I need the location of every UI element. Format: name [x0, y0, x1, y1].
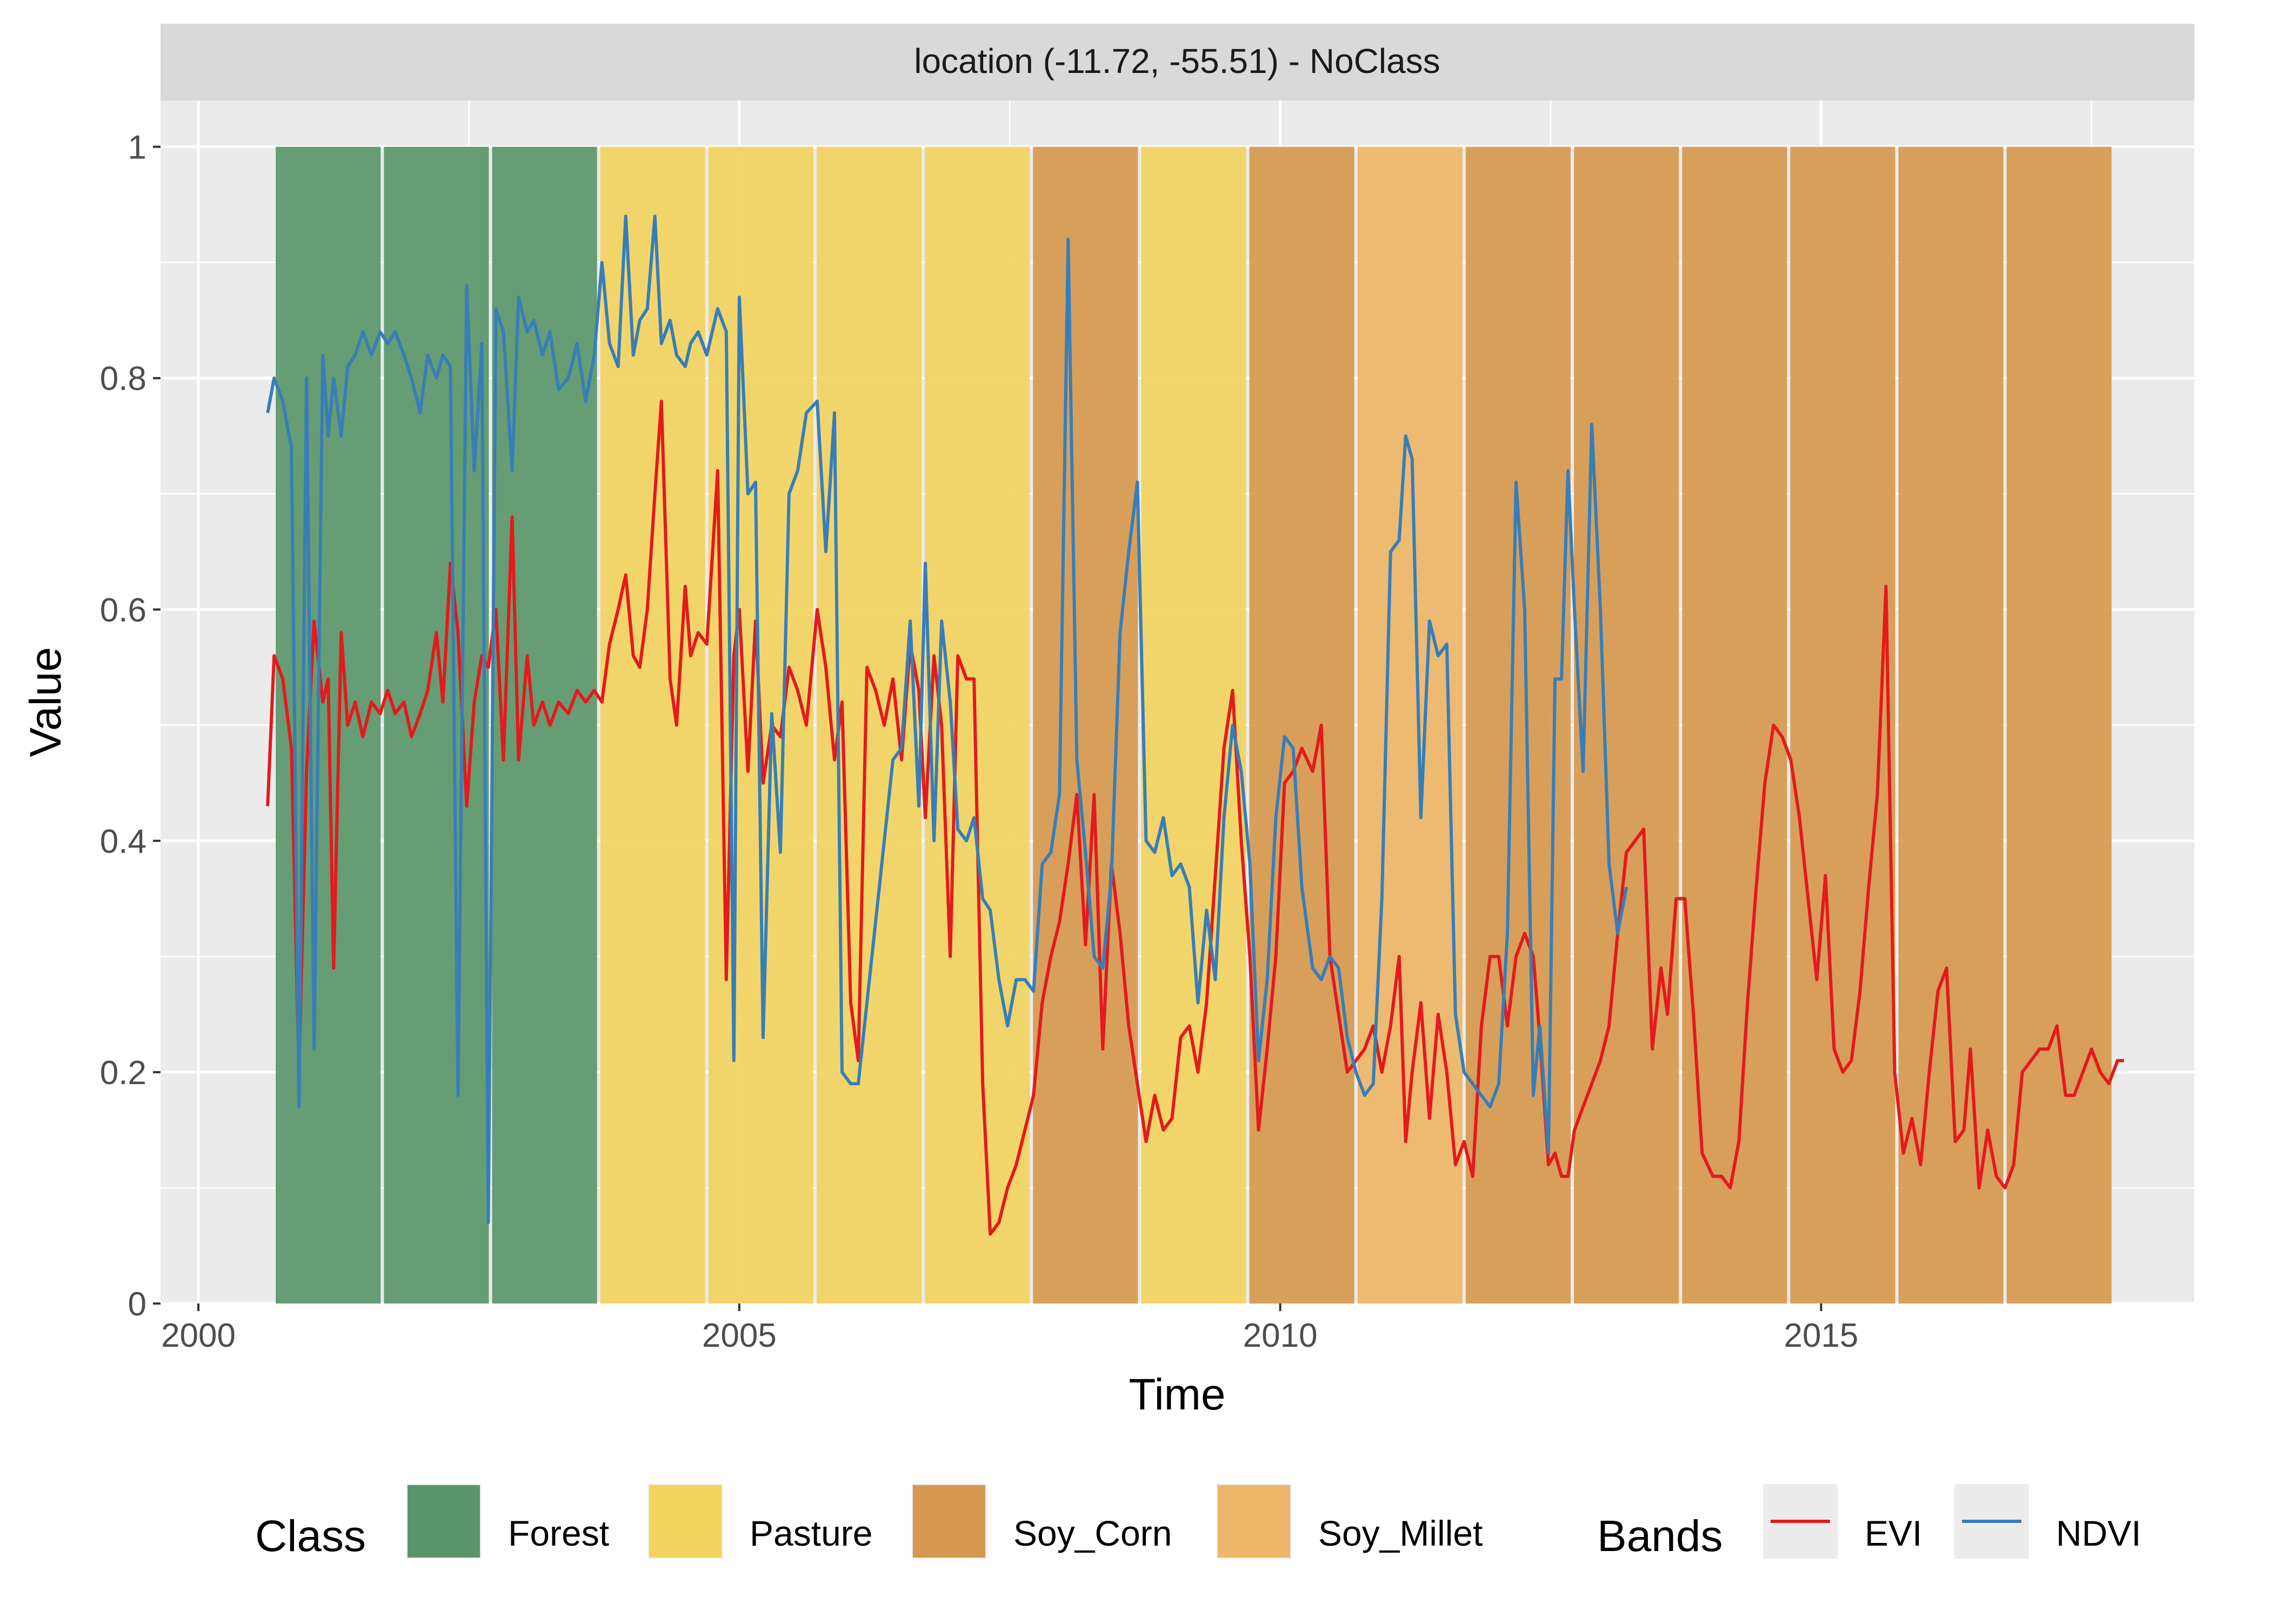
- class-band-pasture: [1141, 146, 1246, 1304]
- legend: Class Bands Forest Pasture Soy_Corn Soy_Mil…: [255, 1484, 2141, 1561]
- class-band-soy-corn: [1682, 146, 1787, 1304]
- band-legend-items: EVI NDVI: [1763, 1484, 2141, 1559]
- class-band-soy-corn: [1898, 146, 2004, 1304]
- legend-swatch-soy-corn: [913, 1485, 985, 1558]
- class-band-soy-corn: [2006, 146, 2112, 1304]
- class-legend-title: Class: [255, 1512, 366, 1561]
- y-tick-label: 0.2: [100, 1054, 146, 1092]
- facet-strip-background: [161, 24, 2194, 101]
- facet-strip-label: location (-11.72, -55.51) - NoClass: [914, 42, 1440, 81]
- class-band-soy-corn: [1790, 146, 1895, 1304]
- class-band-pasture: [600, 146, 705, 1304]
- x-tick-label: 2005: [702, 1317, 777, 1354]
- class-band-forest: [492, 146, 597, 1304]
- legend-label-soy-millet: Soy_Millet: [1318, 1513, 1483, 1553]
- legend-label-soy-corn: Soy_Corn: [1013, 1513, 1172, 1553]
- legend-label-pasture: Pasture: [750, 1513, 872, 1553]
- y-axis-title: Value: [21, 647, 70, 757]
- class-band-soy-corn: [1574, 146, 1679, 1304]
- x-tick-label: 2000: [161, 1317, 236, 1354]
- class-legend-items: Forest Pasture Soy_Corn Soy_Millet: [406, 1484, 1483, 1559]
- x-tick-label: 2010: [1243, 1317, 1318, 1354]
- series-line-evi: [266, 399, 2124, 1236]
- y-tick-label: 0.6: [100, 592, 146, 629]
- x-axis-title: Time: [1129, 1370, 1225, 1419]
- y-tick-label: 0: [128, 1286, 146, 1323]
- y-axis: 0 0.2 0.4 0.6 0.8 1: [100, 129, 161, 1323]
- legend-label-forest: Forest: [508, 1513, 609, 1553]
- facet-strip: location (-11.72, -55.51) - NoClass: [161, 24, 2194, 101]
- class-interval-bands: [276, 146, 2112, 1304]
- y-tick-label: 0.4: [100, 823, 146, 860]
- band-series-lines: [266, 215, 2124, 1236]
- legend-label-evi: EVI: [1865, 1513, 1922, 1553]
- y-tick-label: 0.8: [100, 360, 146, 398]
- series-line-ndvi: [266, 215, 1628, 1225]
- legend-swatch-forest: [408, 1485, 480, 1558]
- class-band-soy-corn: [1249, 146, 1354, 1304]
- bands-legend-title: Bands: [1597, 1512, 1723, 1561]
- legend-label-ndvi: NDVI: [2056, 1513, 2141, 1553]
- class-band-soy-corn: [1033, 146, 1138, 1304]
- class-band-soy-millet: [1357, 146, 1463, 1304]
- legend-swatch-soy-millet: [1218, 1485, 1290, 1558]
- x-axis: 2000 2005 2010 2015: [161, 1304, 1858, 1354]
- x-tick-label: 2015: [1784, 1317, 1858, 1354]
- y-tick-label: 1: [128, 129, 146, 166]
- legend-swatch-pasture: [649, 1485, 722, 1558]
